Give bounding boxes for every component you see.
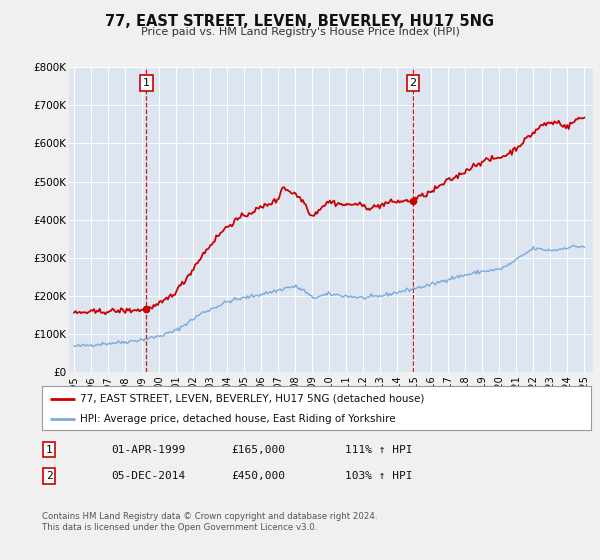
Text: 2: 2 [46, 471, 53, 481]
Text: 111% ↑ HPI: 111% ↑ HPI [345, 445, 413, 455]
Text: Price paid vs. HM Land Registry's House Price Index (HPI): Price paid vs. HM Land Registry's House … [140, 27, 460, 37]
Text: £165,000: £165,000 [231, 445, 285, 455]
Text: 05-DEC-2014: 05-DEC-2014 [111, 471, 185, 481]
Text: 1: 1 [143, 78, 150, 88]
Text: 77, EAST STREET, LEVEN, BEVERLEY, HU17 5NG: 77, EAST STREET, LEVEN, BEVERLEY, HU17 5… [106, 14, 494, 29]
Text: 1: 1 [46, 445, 53, 455]
Text: 01-APR-1999: 01-APR-1999 [111, 445, 185, 455]
Text: £450,000: £450,000 [231, 471, 285, 481]
Text: 2: 2 [409, 78, 416, 88]
Text: Contains HM Land Registry data © Crown copyright and database right 2024.
This d: Contains HM Land Registry data © Crown c… [42, 512, 377, 532]
Text: HPI: Average price, detached house, East Riding of Yorkshire: HPI: Average price, detached house, East… [80, 414, 396, 424]
Text: 103% ↑ HPI: 103% ↑ HPI [345, 471, 413, 481]
Text: 77, EAST STREET, LEVEN, BEVERLEY, HU17 5NG (detached house): 77, EAST STREET, LEVEN, BEVERLEY, HU17 5… [80, 394, 425, 404]
